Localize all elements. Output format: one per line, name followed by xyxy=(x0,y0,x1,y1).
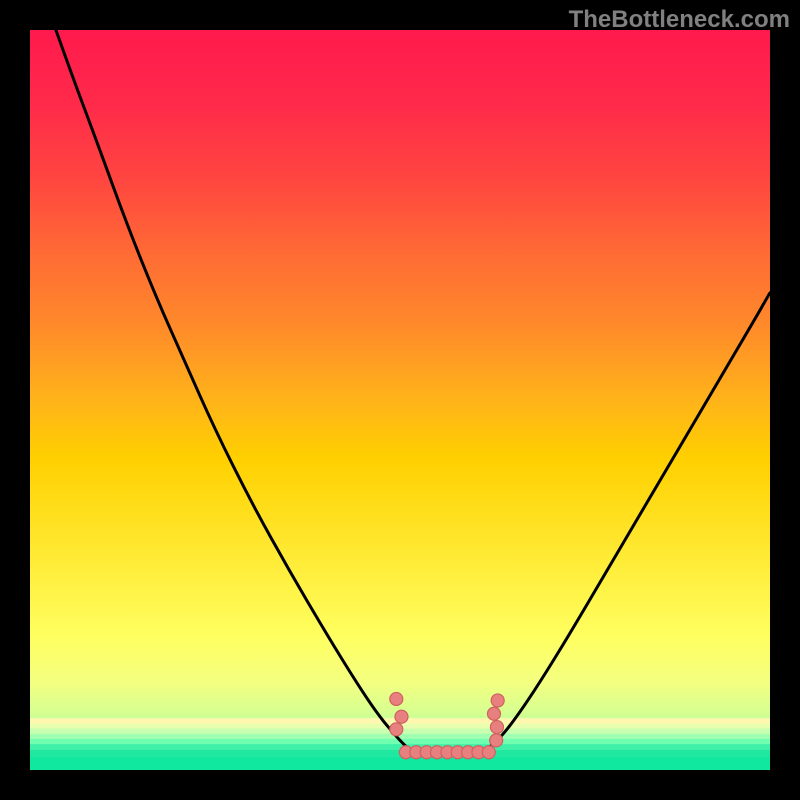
marker-dot xyxy=(390,723,403,736)
marker-dot xyxy=(390,692,403,705)
stage: TheBottleneck.com xyxy=(0,0,800,800)
marker-dot xyxy=(490,734,503,747)
bottleneck-chart xyxy=(30,30,770,770)
gradient-stripe xyxy=(30,757,770,770)
watermark-text: TheBottleneck.com xyxy=(569,6,790,34)
marker-dot xyxy=(482,746,495,759)
marker-dot xyxy=(491,694,504,707)
marker-dot xyxy=(395,710,408,723)
marker-dot xyxy=(490,721,503,734)
gradient-background xyxy=(30,30,770,770)
chart-svg xyxy=(30,30,770,770)
marker-dot xyxy=(487,707,500,720)
